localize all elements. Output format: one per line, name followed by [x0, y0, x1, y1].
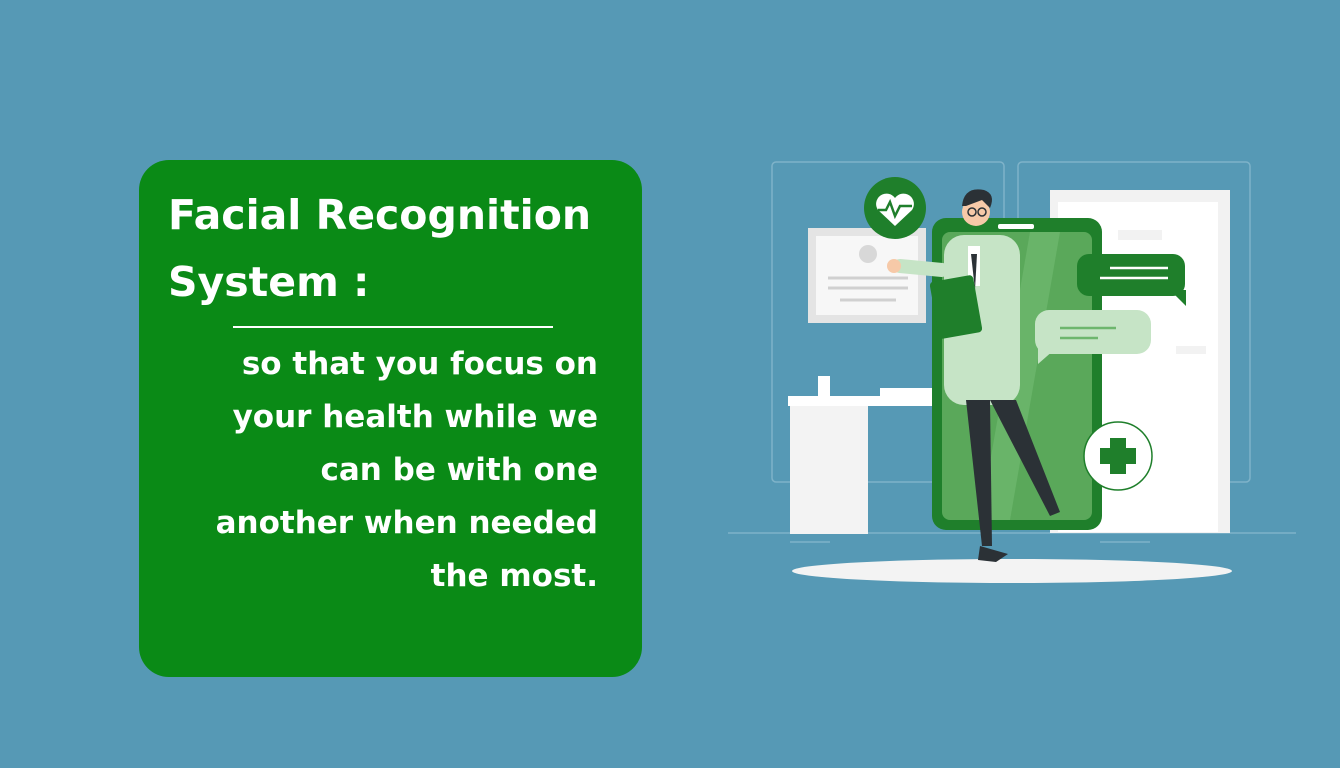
card-body-line-1: so that you focus on	[241, 346, 598, 382]
desk	[788, 396, 968, 406]
card-body-line-5: the most.	[430, 558, 598, 594]
title-divider	[233, 326, 553, 328]
card-title: Facial Recognition System :	[168, 182, 628, 316]
card-title-line-1: Facial Recognition	[168, 191, 592, 239]
floor-shadow	[792, 559, 1232, 583]
card-body-line-4: another when needed	[215, 505, 598, 541]
doctor-phone-illustration	[728, 161, 1296, 583]
card-body-line-2: your health while we	[232, 399, 598, 435]
card-body-line-3: can be with one	[320, 452, 598, 488]
card-body: so that you focus on your health while w…	[158, 338, 598, 603]
plus-cross-icon	[1083, 421, 1153, 491]
info-card: Facial Recognition System : so that you …	[139, 160, 642, 677]
desk-cup	[818, 376, 830, 396]
chat-bubble-icon	[1077, 254, 1186, 306]
doctor-figure	[887, 189, 1060, 562]
chat-bubble-secondary	[1035, 310, 1151, 364]
card-title-line-2: System :	[168, 258, 370, 306]
